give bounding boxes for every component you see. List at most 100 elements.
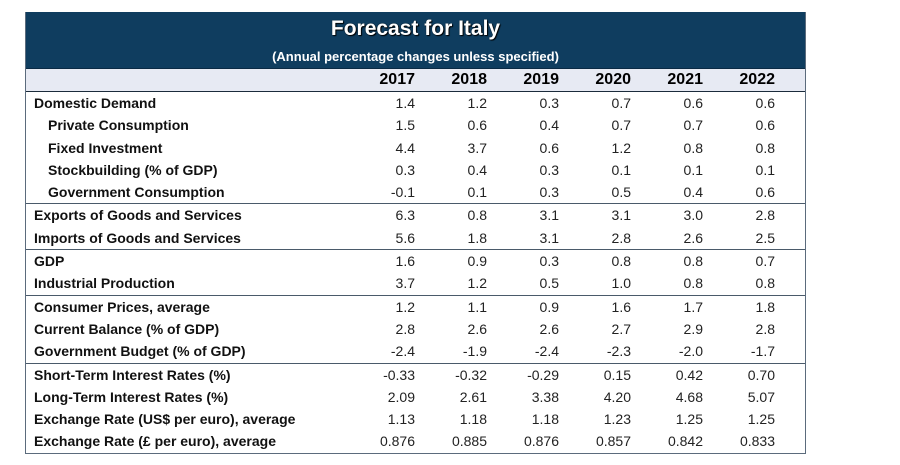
table-row: Fixed Investment 4.4 3.7 0.6 1.2 0.8 0.8 xyxy=(26,137,805,159)
table-cell: 0.70 xyxy=(747,366,775,383)
year-header: 2021 xyxy=(667,71,703,88)
table-cell: 1.18 xyxy=(459,411,487,428)
table-row: Current Balance (% of GDP) 2.8 2.6 2.6 2.7 2.… xyxy=(26,318,805,340)
table-cell: 0.1 xyxy=(683,161,703,178)
table-cell: 0.8 xyxy=(755,139,775,156)
table-cell: 6.3 xyxy=(395,207,415,224)
row-label: Private Consumption xyxy=(48,117,189,134)
table-cell: 0.5 xyxy=(611,184,631,201)
year-header-row: 2017 2018 2019 2020 2021 2022 xyxy=(26,69,805,92)
table-cell: 3.38 xyxy=(531,388,559,405)
row-label: Long-Term Interest Rates (%) xyxy=(34,388,229,405)
table-row: Long-Term Interest Rates (%) 2.09 2.61 3.38… xyxy=(26,386,805,408)
table-cell: -1.7 xyxy=(750,343,775,360)
table-cell: 0.8 xyxy=(683,139,703,156)
table-cell: -0.1 xyxy=(390,184,415,201)
table-cell: 0.15 xyxy=(603,366,631,383)
table-row: Stockbuilding (% of GDP) 0.3 0.4 0.3 0.1 0.1 0… xyxy=(26,159,805,181)
row-label: Current Balance (% of GDP) xyxy=(34,320,220,337)
table-cell: 0.6 xyxy=(683,95,703,111)
table-cell: 3.7 xyxy=(467,139,487,156)
table-cell: 1.23 xyxy=(603,411,631,428)
table-cell: 1.2 xyxy=(467,275,487,292)
year-header: 2019 xyxy=(523,71,559,88)
year-header: 2017 xyxy=(379,71,415,88)
table-cell: 0.885 xyxy=(451,433,487,450)
table-cell: 5.07 xyxy=(747,388,775,405)
table-cell: 0.3 xyxy=(539,253,559,270)
table-cell: 0.842 xyxy=(667,433,703,450)
table-cell: 0.42 xyxy=(675,366,703,383)
table-cell: 2.9 xyxy=(683,320,703,337)
row-label: Exports of Goods and Services xyxy=(34,207,242,224)
table-cell: -0.33 xyxy=(383,366,415,383)
year-header: 2022 xyxy=(739,71,775,88)
table-cell: 1.8 xyxy=(755,298,775,315)
table-cell: 4.4 xyxy=(395,139,415,156)
table-row: Exchange Rate (£ per euro), average 0.876… xyxy=(26,430,805,452)
year-header-spacer xyxy=(26,69,343,91)
table-cell: 0.9 xyxy=(467,253,487,270)
table-cell: 2.6 xyxy=(539,320,559,337)
row-label: Domestic Demand xyxy=(34,95,157,111)
table-cell: 1.13 xyxy=(387,411,415,428)
table-cell: 0.876 xyxy=(379,433,415,450)
table-cell: 0.6 xyxy=(539,139,559,156)
table-cell: 0.4 xyxy=(539,117,559,134)
row-label: Imports of Goods and Services xyxy=(34,229,241,246)
table-cell: 0.7 xyxy=(611,117,631,134)
table-cell: 2.6 xyxy=(467,320,487,337)
table-row: Industrial Production 3.7 1.2 0.5 1.0 0.8 0.8 xyxy=(26,272,805,294)
table-cell: 5.6 xyxy=(395,229,415,246)
table-cell: 0.1 xyxy=(611,161,631,178)
table-cell: -0.29 xyxy=(527,366,559,383)
row-label: Consumer Prices, average xyxy=(34,298,210,315)
table-cell: 0.8 xyxy=(683,275,703,292)
table-cell: 0.6 xyxy=(755,95,775,111)
table-cell: 3.0 xyxy=(683,207,703,224)
row-label: Exchange Rate (£ per euro), average xyxy=(34,433,276,450)
table-cell: 0.5 xyxy=(539,275,559,292)
table-cell: 2.61 xyxy=(459,388,487,405)
row-label: Industrial Production xyxy=(34,275,175,292)
table-cell: 4.20 xyxy=(603,388,631,405)
table-cell: 0.6 xyxy=(755,117,775,134)
forecast-table: Forecast for Italy (Annual percentage ch… xyxy=(25,12,806,454)
table-row: Exchange Rate (US$ per euro), average 1.1… xyxy=(26,408,805,430)
table-cell: 0.6 xyxy=(467,117,487,134)
table-row: GDP 1.6 0.9 0.3 0.8 0.8 0.7 xyxy=(26,249,805,272)
table-cell: 2.8 xyxy=(755,320,775,337)
table-row: Short-Term Interest Rates (%) -0.33 -0.32 -… xyxy=(26,362,805,386)
table-cell: 0.7 xyxy=(683,117,703,134)
table-cell: 1.6 xyxy=(611,298,631,315)
table-row: Domestic Demand 1.4 1.2 0.3 0.7 0.6 0.6 xyxy=(26,92,805,114)
table-cell: 0.7 xyxy=(755,253,775,270)
table-row: Imports of Goods and Services 5.6 1.8 3.1 2.… xyxy=(26,227,805,249)
table-cell: 1.7 xyxy=(683,298,703,315)
table-cell: 3.1 xyxy=(539,207,559,224)
table-cell: 0.3 xyxy=(395,161,415,178)
table-cell: 2.7 xyxy=(611,320,631,337)
table-cell: 0.8 xyxy=(683,253,703,270)
year-header: 2020 xyxy=(595,71,631,88)
table-cell: 0.3 xyxy=(539,161,559,178)
row-label: Government Budget (% of GDP) xyxy=(34,343,246,360)
row-label: Government Consumption xyxy=(48,184,225,201)
table-cell: 0.876 xyxy=(523,433,559,450)
row-label: Short-Term Interest Rates (%) xyxy=(34,366,231,383)
table-cell: 0.7 xyxy=(611,95,631,111)
table-row: Exports of Goods and Services 6.3 0.8 3.1 3.… xyxy=(26,203,805,226)
table-cell: -0.32 xyxy=(455,366,487,383)
table-cell: 2.8 xyxy=(755,207,775,224)
table-row: Government Budget (% of GDP) -2.4 -1.9 -2.4… xyxy=(26,340,805,362)
table-cell: 1.8 xyxy=(467,229,487,246)
table-row: Government Consumption -0.1 0.1 0.3 0.5 0.4 0.… xyxy=(26,181,805,203)
table-cell: 0.1 xyxy=(467,184,487,201)
row-label: GDP xyxy=(34,253,65,270)
table-cell: 3.1 xyxy=(611,207,631,224)
table-body: Domestic Demand 1.4 1.2 0.3 0.7 0.6 0.6 Private… xyxy=(26,92,805,453)
table-cell: 0.8 xyxy=(611,253,631,270)
table-cell: 0.1 xyxy=(755,161,775,178)
table-cell: 2.8 xyxy=(611,229,631,246)
table-cell: 0.6 xyxy=(755,184,775,201)
